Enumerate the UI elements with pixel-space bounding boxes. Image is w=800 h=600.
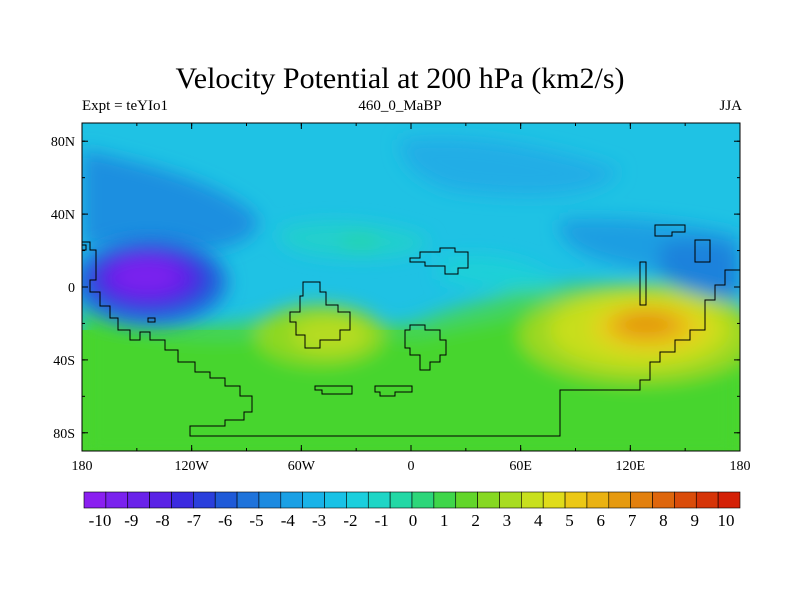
period-label: 460_0_MaBP	[358, 98, 442, 114]
lon-tick-label: 60W	[288, 459, 316, 474]
colorbar-swatch	[105, 491, 129, 509]
colorbar-swatch	[499, 491, 522, 509]
lon-tick-label: 60E	[509, 459, 532, 474]
colorbar-label: -5	[249, 511, 263, 530]
season-label: JJA	[719, 98, 742, 114]
colorbar-label: 4	[534, 511, 543, 530]
colorbar-label: 1	[440, 511, 449, 530]
colorbar-swatch	[586, 491, 610, 509]
colorbar-swatch	[171, 491, 194, 509]
colorbar-label: 3	[503, 511, 512, 530]
lat-tick-label: 40S	[53, 354, 75, 369]
colorbar-swatch	[564, 491, 588, 509]
colorbar-swatch	[389, 491, 413, 509]
colorbar-label: 10	[718, 511, 735, 530]
colorbar-swatch	[674, 491, 697, 509]
lon-tick-label: 180	[72, 459, 93, 474]
colorbar-swatch	[236, 491, 260, 509]
colorbar-swatch	[193, 491, 216, 509]
lat-tick-label: 40N	[51, 208, 75, 223]
lat-tick-label: 80N	[51, 135, 75, 150]
lat-tick-label: 0	[68, 281, 75, 296]
colorbar-swatch	[521, 491, 544, 509]
colorbar-swatch	[258, 491, 282, 509]
colorbar-labels: -10 -9 -8 -7 -6 -5 -4 -3 -2 -1 0 1 2 3 4 5 6 7 8 9 10	[89, 511, 735, 530]
lon-tick-label: 120W	[175, 459, 210, 474]
experiment-label: Expt = teYIo1	[82, 98, 168, 114]
colorbar-label: -2	[343, 511, 357, 530]
colorbar-label: 2	[471, 511, 480, 530]
colorbar-swatch	[367, 491, 391, 509]
colorbar-label: -3	[312, 511, 326, 530]
colorbar-swatch	[630, 491, 653, 509]
colorbar-label: 9	[690, 511, 699, 530]
colorbar-label: 5	[565, 511, 574, 530]
lon-tick-label: 180	[730, 459, 751, 474]
continent-outlines	[82, 224, 740, 437]
colorbar-swatch	[477, 491, 500, 509]
colorbar-swatch	[695, 491, 719, 509]
lat-tick-label: 80S	[53, 427, 75, 442]
colorbar-swatch	[302, 491, 325, 509]
colorbar-label: -1	[375, 511, 389, 530]
plot-title: Velocity Potential at 200 hPa (km2/s)	[175, 62, 625, 95]
lon-tick-label: 0	[408, 459, 415, 474]
colorbar-label: -9	[124, 511, 138, 530]
colorbar-swatch	[149, 491, 172, 509]
colorbar-label: -6	[218, 511, 232, 530]
colorbar-label: -7	[187, 511, 202, 530]
colorbar-label: -8	[156, 511, 170, 530]
colorbar-label: 0	[409, 511, 418, 530]
colorbar-swatch	[542, 491, 566, 509]
colorbar-swatch	[83, 491, 107, 509]
colorbar	[83, 491, 741, 509]
colorbar-swatch	[411, 491, 435, 509]
lon-tick-label: 120E	[616, 459, 646, 474]
colorbar-label: -10	[89, 511, 112, 530]
contour-field	[82, 123, 740, 451]
colorbar-swatch	[652, 491, 675, 509]
colorbar-swatch	[717, 491, 741, 509]
colorbar-swatch	[608, 491, 631, 509]
colorbar-swatch	[346, 491, 369, 509]
colorbar-label: -4	[281, 511, 296, 530]
colorbar-swatch	[127, 491, 150, 509]
colorbar-label: 8	[659, 511, 668, 530]
colorbar-label: 6	[597, 511, 606, 530]
colorbar-swatch	[433, 491, 457, 509]
colorbar-swatch	[324, 491, 347, 509]
colorbar-swatch	[280, 491, 303, 509]
colorbar-swatch	[455, 491, 478, 509]
colorbar-label: 7	[628, 511, 637, 530]
colorbar-swatch	[214, 491, 238, 509]
axis-ticks	[81, 123, 741, 451]
axis-labels: 180 120W 60W 0 60E 120E 180 80N 40N 0 40S 80S	[51, 135, 751, 474]
